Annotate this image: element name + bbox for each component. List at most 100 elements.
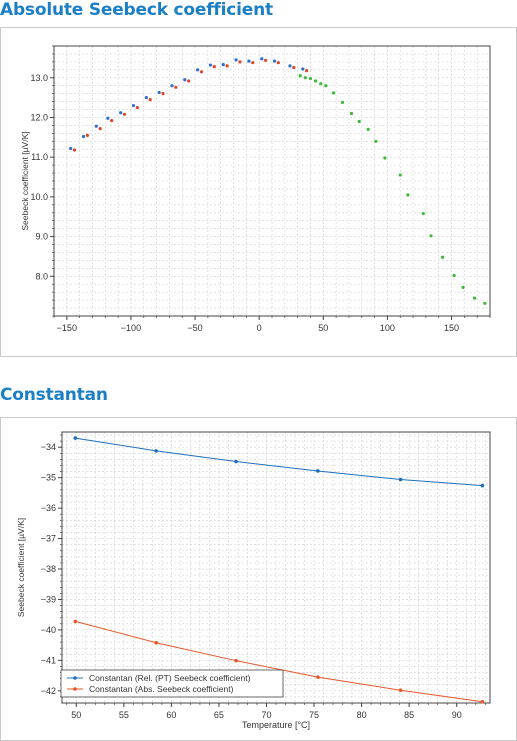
data-point xyxy=(263,58,268,62)
data-point xyxy=(421,211,425,216)
data-point xyxy=(398,688,403,693)
data-point xyxy=(247,59,251,63)
data-point xyxy=(260,57,264,61)
data-point xyxy=(316,469,320,473)
data-point xyxy=(94,124,98,128)
x-tick-label: 60 xyxy=(166,710,176,720)
data-point xyxy=(480,699,485,704)
legend-marker xyxy=(73,676,77,680)
y-tick-label: −40 xyxy=(41,625,56,635)
data-point xyxy=(170,84,174,88)
y-tick-label: −34 xyxy=(41,442,56,452)
y-tick-label: −38 xyxy=(41,564,56,574)
data-point xyxy=(357,119,361,124)
data-point xyxy=(154,640,158,645)
data-point xyxy=(251,61,255,65)
data-point xyxy=(331,91,336,95)
y-tick-label: 9.0 xyxy=(35,232,48,242)
x-tick-label: 70 xyxy=(261,710,271,720)
data-point xyxy=(298,74,302,78)
y-tick-label: −39 xyxy=(41,594,56,604)
data-point xyxy=(292,65,296,70)
series-line xyxy=(75,437,483,487)
data-point xyxy=(187,79,191,83)
data-point xyxy=(383,156,387,160)
y-tick-label: 11.0 xyxy=(31,152,48,162)
data-point xyxy=(225,64,229,68)
x-tick-label: 100 xyxy=(380,323,395,333)
y-tick-label: −37 xyxy=(41,534,56,544)
data-point xyxy=(288,64,292,68)
y-tick-label: 10.0 xyxy=(30,192,48,202)
data-point xyxy=(473,296,477,300)
data-point xyxy=(196,68,200,72)
data-point xyxy=(314,79,318,83)
y-tick-label: −36 xyxy=(41,503,56,513)
data-point xyxy=(199,70,204,74)
data-point xyxy=(316,675,320,679)
data-point xyxy=(440,255,445,259)
legend-box xyxy=(60,669,284,698)
data-point xyxy=(174,85,178,89)
x-tick-label: 0 xyxy=(257,323,262,333)
legend-label: Constantan (Abs. Seebeck coefficient) xyxy=(89,684,234,694)
y-tick-label: 8.0 xyxy=(35,271,48,281)
legend-label: Constantan (Rel. (PT) Seebeck coefficien… xyxy=(89,673,251,683)
data-point xyxy=(144,96,148,100)
x-tick-label: 90 xyxy=(452,710,462,720)
y-axis-label: Seebeck coefficient [µV/K] xyxy=(20,131,30,230)
legend-marker xyxy=(73,687,77,691)
x-tick-label: 50 xyxy=(71,710,81,720)
x-tick-label: 80 xyxy=(357,710,367,720)
data-point xyxy=(319,82,323,86)
data-point xyxy=(131,103,136,108)
data-point xyxy=(154,449,158,453)
data-point xyxy=(308,76,313,81)
data-point xyxy=(81,134,86,139)
data-point xyxy=(398,477,403,482)
x-tick-label: 55 xyxy=(119,710,129,720)
data-point xyxy=(238,60,242,64)
data-point xyxy=(340,100,345,104)
data-point xyxy=(122,112,127,116)
y-tick-label: −41 xyxy=(41,655,56,665)
x-tick-label: 50 xyxy=(318,323,328,333)
y-tick-label: 13.0 xyxy=(30,73,48,83)
data-point xyxy=(303,76,307,80)
data-point xyxy=(183,78,187,82)
data-point xyxy=(272,59,277,63)
data-point xyxy=(161,92,165,96)
data-point xyxy=(212,65,216,69)
x-tick-label: −150 xyxy=(57,323,77,333)
data-point xyxy=(221,63,225,67)
x-tick-label: 150 xyxy=(444,323,459,333)
data-point xyxy=(429,234,433,238)
data-point xyxy=(73,619,78,624)
data-point xyxy=(366,127,370,131)
section-title-constantan: Constantan xyxy=(0,385,108,405)
y-tick-label: −42 xyxy=(41,686,56,696)
data-point xyxy=(406,193,410,197)
data-point xyxy=(119,111,123,115)
y-tick-label: 12.0 xyxy=(30,112,48,122)
data-point xyxy=(208,63,213,67)
data-point xyxy=(483,301,487,305)
x-tick-label: −50 xyxy=(187,323,202,333)
x-tick-label: 75 xyxy=(309,710,319,720)
data-point xyxy=(301,67,305,71)
series-line xyxy=(75,620,483,703)
data-point xyxy=(69,146,73,151)
x-tick-label: 85 xyxy=(404,710,414,720)
data-point xyxy=(461,285,465,290)
data-point xyxy=(85,133,89,137)
y-axis-label: Seebeck coefficient [µV/K] xyxy=(16,518,26,617)
x-tick-label: 65 xyxy=(214,710,224,720)
section-title-seebeck: Absolute Seebeck coefficient xyxy=(0,0,273,20)
data-point xyxy=(324,84,328,88)
data-point xyxy=(276,61,281,65)
data-point xyxy=(73,436,78,440)
data-point xyxy=(234,459,238,464)
data-point xyxy=(480,483,485,488)
y-tick-label: −35 xyxy=(41,473,56,483)
